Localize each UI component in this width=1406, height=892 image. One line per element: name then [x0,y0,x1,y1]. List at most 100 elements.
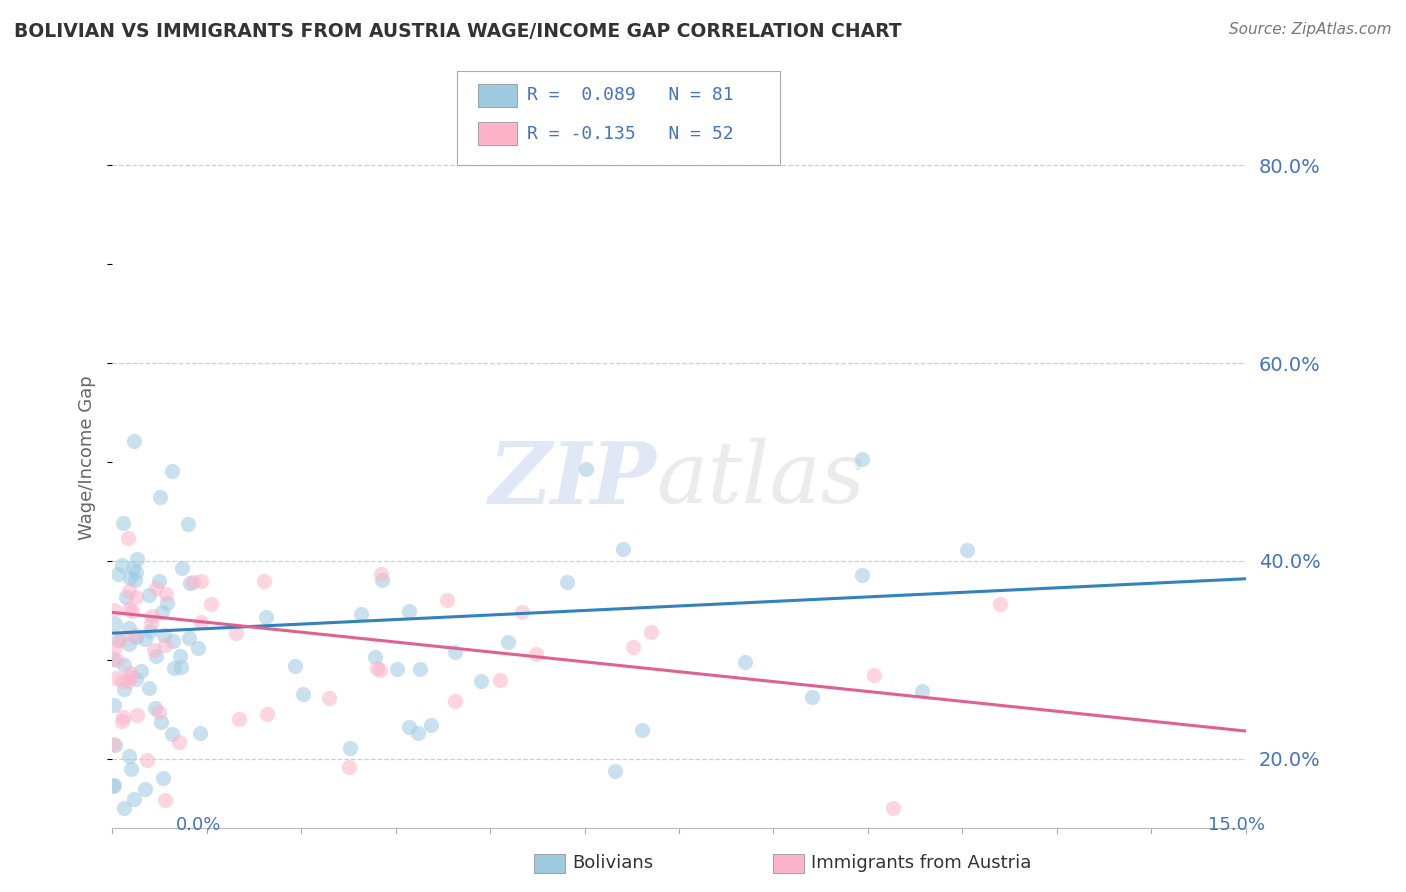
Point [105,671,128,685]
Y-axis label: Wage/Income Gap: Wage/Income Gap [79,375,96,540]
Point [107,567,129,582]
Text: ZIP: ZIP [488,438,657,521]
Point [153,628,176,642]
Point [800,690,823,704]
Point [990,597,1012,611]
Text: R = -0.135   N = 52: R = -0.135 N = 52 [527,125,734,143]
Point [498,634,520,648]
Point [125,631,148,645]
Point [120,762,142,776]
Point [160,727,183,741]
Point [127,707,149,722]
Point [111,673,134,688]
Point [134,632,156,646]
Point [125,565,148,579]
Point [112,682,135,697]
Point [120,665,142,680]
Point [623,640,645,654]
Point [489,673,512,687]
Point [145,581,167,595]
Point [188,726,211,740]
Point [118,637,141,651]
Point [118,621,141,635]
Point [105,653,128,667]
Point [956,543,979,558]
Point [103,780,125,794]
Point [254,610,277,624]
Point [125,551,148,566]
Point [169,648,191,663]
Point [253,574,276,589]
Point [172,560,194,574]
Point [121,604,143,618]
Point [176,516,198,531]
Point [163,661,186,675]
Point [179,576,201,591]
Point [162,633,184,648]
Text: 0.0%: 0.0% [176,816,221,834]
Point [148,574,170,588]
Point [364,649,387,664]
Point [143,643,166,657]
Point [510,605,533,619]
Point [112,801,135,815]
Point [187,641,209,656]
Text: BOLIVIAN VS IMMIGRANTS FROM AUSTRIA WAGE/INCOME GAP CORRELATION CHART: BOLIVIAN VS IMMIGRANTS FROM AUSTRIA WAGE… [14,22,901,41]
Point [148,705,170,719]
Text: atlas: atlas [657,438,866,521]
Point [291,687,314,701]
Point [120,670,142,684]
Point [149,490,172,504]
Point [139,616,162,631]
Point [419,718,441,732]
Point [150,605,173,619]
Point [134,781,156,796]
Point [190,615,212,630]
Point [444,693,467,707]
Point [125,591,148,605]
Point [228,712,250,726]
Point [103,652,125,666]
Point [118,748,141,763]
Point [318,690,340,705]
Point [107,633,129,648]
Point [155,586,177,600]
Point [129,664,152,678]
Point [152,771,174,785]
Point [605,764,627,778]
Point [104,640,127,655]
Point [149,714,172,729]
Point [156,596,179,610]
Point [153,638,176,652]
Point [103,778,125,792]
Point [167,735,190,749]
Point [124,627,146,641]
Point [385,662,408,676]
Point [640,625,662,640]
Point [118,584,141,599]
Text: Immigrants from Austria: Immigrants from Austria [811,855,1032,872]
Point [200,597,222,611]
Point [181,575,204,590]
Point [118,571,141,585]
Point [141,609,163,624]
Point [436,593,458,607]
Point [121,561,143,575]
Point [117,531,139,545]
Point [851,451,873,466]
Point [145,701,167,715]
Point [470,674,492,689]
Point [612,541,634,556]
Point [103,698,125,713]
Point [124,792,146,806]
Point [177,632,200,646]
Point [111,516,134,530]
Point [371,573,394,587]
Point [398,604,420,618]
Point [409,662,432,676]
Point [125,672,148,686]
Point [398,720,420,734]
Point [631,723,654,737]
Point [555,574,578,589]
Point [444,644,467,658]
